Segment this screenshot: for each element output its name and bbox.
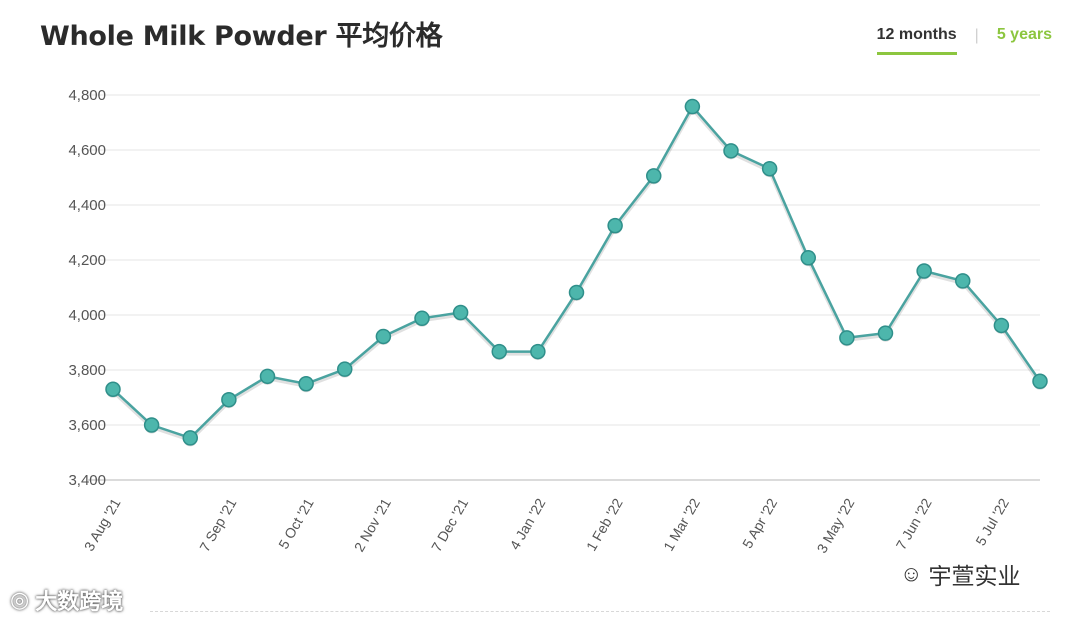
data-point [105, 381, 121, 397]
series-points [105, 98, 1048, 447]
x-tick-label: 3 Aug '21 [81, 495, 124, 553]
x-tick-label: 5 Jul '22 [972, 495, 1012, 548]
data-point [955, 273, 971, 289]
data-point [761, 160, 778, 177]
weibo-icon: ◎ [10, 587, 30, 612]
data-point [491, 343, 507, 360]
data-point [221, 391, 237, 408]
tab-12-months[interactable]: 12 months [876, 26, 957, 55]
chart-title: Whole Milk Powder 平均价格 [40, 21, 443, 52]
y-axis-ticks: 3,400 3,600 3,800 4,000 4,200 4,400 4,600 4,800 [68, 87, 106, 489]
x-tick-label: 7 Dec '21 [428, 495, 471, 554]
data-point [1032, 373, 1048, 390]
x-tick-label: 2 Nov '21 [351, 495, 394, 554]
watermark-left: ◎ 大数跨境 [10, 584, 123, 616]
x-axis-ticks: 3 Aug '21 7 Sep '21 5 Oct '21 2 Nov '21 7 De… [81, 495, 1012, 555]
data-point [800, 250, 816, 266]
x-tick-label: 4 Jan '22 [506, 495, 548, 552]
data-point [568, 284, 585, 301]
y-tick-label: 3,800 [68, 362, 106, 379]
data-point [414, 310, 430, 327]
data-point [916, 263, 932, 279]
y-tick-label: 4,400 [68, 197, 106, 214]
x-tick-label: 5 Apr '22 [739, 495, 780, 551]
data-point [375, 328, 392, 345]
data-point [530, 343, 546, 360]
data-point [646, 168, 662, 184]
data-point [298, 376, 314, 392]
y-tick-label: 3,400 [68, 472, 106, 489]
x-tick-label: 3 May '22 [813, 495, 857, 555]
data-point [607, 217, 623, 234]
x-tick-label: 7 Sep '21 [196, 495, 239, 554]
series-line [111, 105, 1042, 443]
data-point [684, 98, 701, 115]
watermark-left-text: 大数跨境 [35, 589, 124, 614]
x-tick-label: 5 Oct '21 [275, 495, 317, 551]
tab-separator: | [974, 26, 979, 44]
data-point [993, 317, 1010, 334]
data-point [839, 330, 855, 346]
data-point [877, 325, 894, 341]
bottom-divider [150, 611, 1050, 612]
y-tick-label: 4,600 [68, 142, 106, 159]
wechat-icon: ☺ [900, 561, 923, 586]
y-tick-label: 3,600 [68, 417, 106, 434]
data-point [337, 361, 353, 377]
grid-lines [88, 94, 1040, 481]
y-tick-label: 4,800 [68, 87, 106, 104]
y-tick-label: 4,200 [68, 252, 106, 269]
y-tick-label: 4,000 [68, 307, 106, 324]
tab-5-years[interactable]: 5 years [996, 26, 1052, 43]
x-tick-label: 1 Feb '22 [583, 495, 626, 553]
x-tick-label: 1 Mar '22 [660, 495, 703, 553]
watermark-right: ☺ 宇萱实业 [900, 557, 1020, 591]
series-line-shadow [111, 105, 1042, 443]
period-tabs: 12 months | 5 years [876, 26, 1052, 55]
data-point [723, 143, 739, 159]
data-point [143, 417, 160, 433]
data-point [452, 304, 469, 321]
data-point [182, 430, 198, 446]
data-point [259, 368, 276, 385]
x-tick-label: 7 Jun '22 [893, 495, 935, 552]
watermark-right-text: 宇萱实业 [928, 563, 1021, 589]
